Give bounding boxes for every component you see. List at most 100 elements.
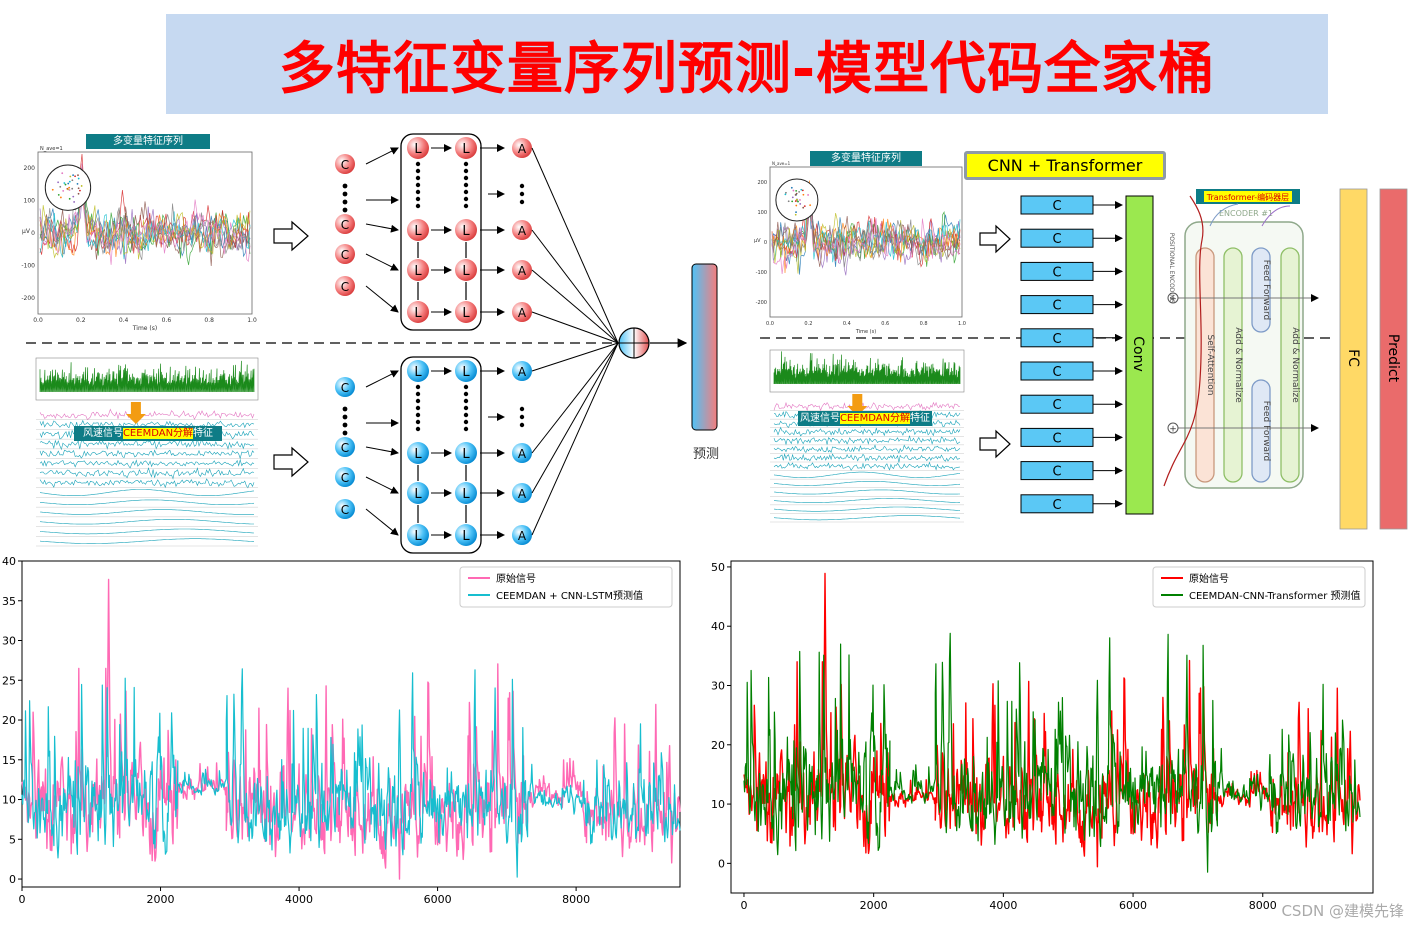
encoder-layer-label: Self-Attention (1205, 334, 1215, 395)
lstm-cell-label: L (462, 529, 470, 544)
lstm-vdot (415, 203, 421, 209)
down-arrow-body (852, 394, 863, 406)
electrode-dot (68, 186, 71, 189)
electrode-dot (787, 200, 790, 203)
lstm-cell (407, 301, 429, 323)
conv-channel-label: C (1052, 431, 1061, 446)
fat-arrow-top (273, 220, 309, 252)
fat-arrow-bottom (273, 446, 309, 478)
y-tick-label: 10 (711, 798, 725, 811)
lstm-vdot (415, 384, 421, 390)
right-eeg-tag: 多变量特征序列 (810, 151, 922, 166)
electrode-dot (79, 189, 81, 192)
conv-channel-label: C (1052, 299, 1061, 314)
electrode-dot (797, 200, 799, 203)
cnn-label: C (341, 218, 349, 232)
right-ceemdan-tag: 风速信号CEEMDAN分解特征 (798, 411, 932, 426)
cnn-dot (342, 183, 348, 189)
eeg-corner: N_ave=1 (772, 161, 791, 166)
encoder-name: ENCODER #1 (1219, 209, 1273, 218)
cnn-node (335, 244, 355, 264)
imf-row (773, 506, 961, 512)
positional-label: POSITIONAL ENCODING (1168, 233, 1175, 304)
wind-signal (39, 360, 255, 393)
eeg-ytick: 100 (24, 198, 36, 205)
electrode-dot (61, 172, 64, 175)
series-line-1 (21, 578, 681, 880)
left-eeg-plot: 200 100 0 -100 -200 0.0 0.2 0.4 0.6 0.8 1.0 Time (s… (21, 146, 257, 332)
imf-row (773, 453, 961, 463)
imf-row (773, 401, 961, 412)
eeg-trace (771, 185, 961, 275)
attention-node (512, 483, 532, 503)
conv-channel-label: C (1052, 332, 1061, 347)
lstm-vdot (463, 398, 469, 404)
attention-node (512, 302, 532, 322)
electrode-dot (62, 190, 65, 192)
left-ceemdan-tag: 风速信号CEEMDAN分解特征 (74, 426, 222, 441)
right-ceemdan-prefix: 风速信号 (799, 413, 840, 424)
electrode-dot (80, 185, 83, 187)
electrode-dot (802, 193, 805, 196)
pos-enc-plus: + (1169, 295, 1177, 305)
eeg-xtick: 0.4 (843, 321, 851, 327)
cnn-transformer-diagram: C C C C C C C C C C Conv Transformer-编码器层 ENCODER #1… (760, 188, 1408, 530)
lstm-cell (455, 360, 477, 382)
electrode-dot (71, 179, 74, 182)
right-eeg-plot: 200 100 0 -100 -200 0.0 0.2 0.4 0.6 0.8 1.0 Time (s… (754, 161, 966, 335)
cnn-dot (342, 406, 348, 412)
electrode-dot (795, 189, 798, 192)
lstm-cell (455, 137, 477, 159)
electrode-dot (799, 203, 802, 205)
electrode-dot (795, 198, 798, 201)
attention-label: A (518, 142, 527, 156)
lstm-cell (455, 482, 477, 504)
attention-dot (519, 414, 525, 420)
electrode-dot (801, 189, 804, 192)
merge-line (531, 229, 619, 344)
electrode-dot (803, 205, 806, 208)
cnn-lstm-prediction-chart: 0 2000 4000 6000 8000 0 5 10 15 20 25 30 35 40 原始信号 CEE… (2, 555, 681, 906)
electrode-dot (71, 187, 74, 190)
predict-bar (1379, 188, 1408, 530)
electrode-dot (795, 211, 797, 214)
x-tick-label: 4000 (285, 893, 313, 906)
attention-label: A (518, 264, 527, 278)
x-tick-label: 0 (740, 899, 747, 912)
imf-row (39, 499, 255, 505)
imf-row (39, 489, 255, 496)
y-tick-label: 20 (2, 714, 16, 727)
eeg-ytick: -100 (21, 262, 35, 269)
fat-arrow-bottom (979, 429, 1011, 459)
cnn-dot (342, 430, 348, 436)
lstm-cell-label: L (462, 142, 470, 157)
cnn-label: C (341, 248, 349, 262)
left-ceemdan-highlight: CEEMDAN分解 (122, 428, 194, 439)
imf-row (39, 408, 255, 421)
lstm-vdot (415, 391, 421, 397)
encoder-tag-hl (1204, 191, 1292, 202)
imf-row (39, 419, 255, 431)
attention-dot (519, 183, 525, 189)
conv-channel-label: C (1052, 199, 1061, 214)
encoder-tag: Transformer-编码器层 (1206, 192, 1289, 202)
cnn-dot (342, 422, 348, 428)
conv-channel-label: C (1052, 232, 1061, 247)
attention-dot (519, 406, 525, 412)
electrode-dot (63, 182, 66, 184)
electrode-dot (57, 181, 60, 184)
down-arrow-head (125, 414, 146, 424)
electrode-dot (784, 193, 787, 196)
lstm-vdot (463, 189, 469, 195)
electrode-dot (794, 213, 797, 216)
lstm-cell-label: L (462, 487, 470, 502)
cnn-arrow (365, 446, 399, 456)
electrode-dot (77, 174, 79, 177)
lstm-vdot (463, 426, 469, 432)
imf-row (773, 498, 960, 503)
attention-dot (519, 191, 525, 197)
legend-box (459, 566, 673, 608)
eeg-xtick: 1.0 (958, 321, 966, 327)
fc-bar (1339, 188, 1368, 530)
attention-node (512, 361, 532, 381)
